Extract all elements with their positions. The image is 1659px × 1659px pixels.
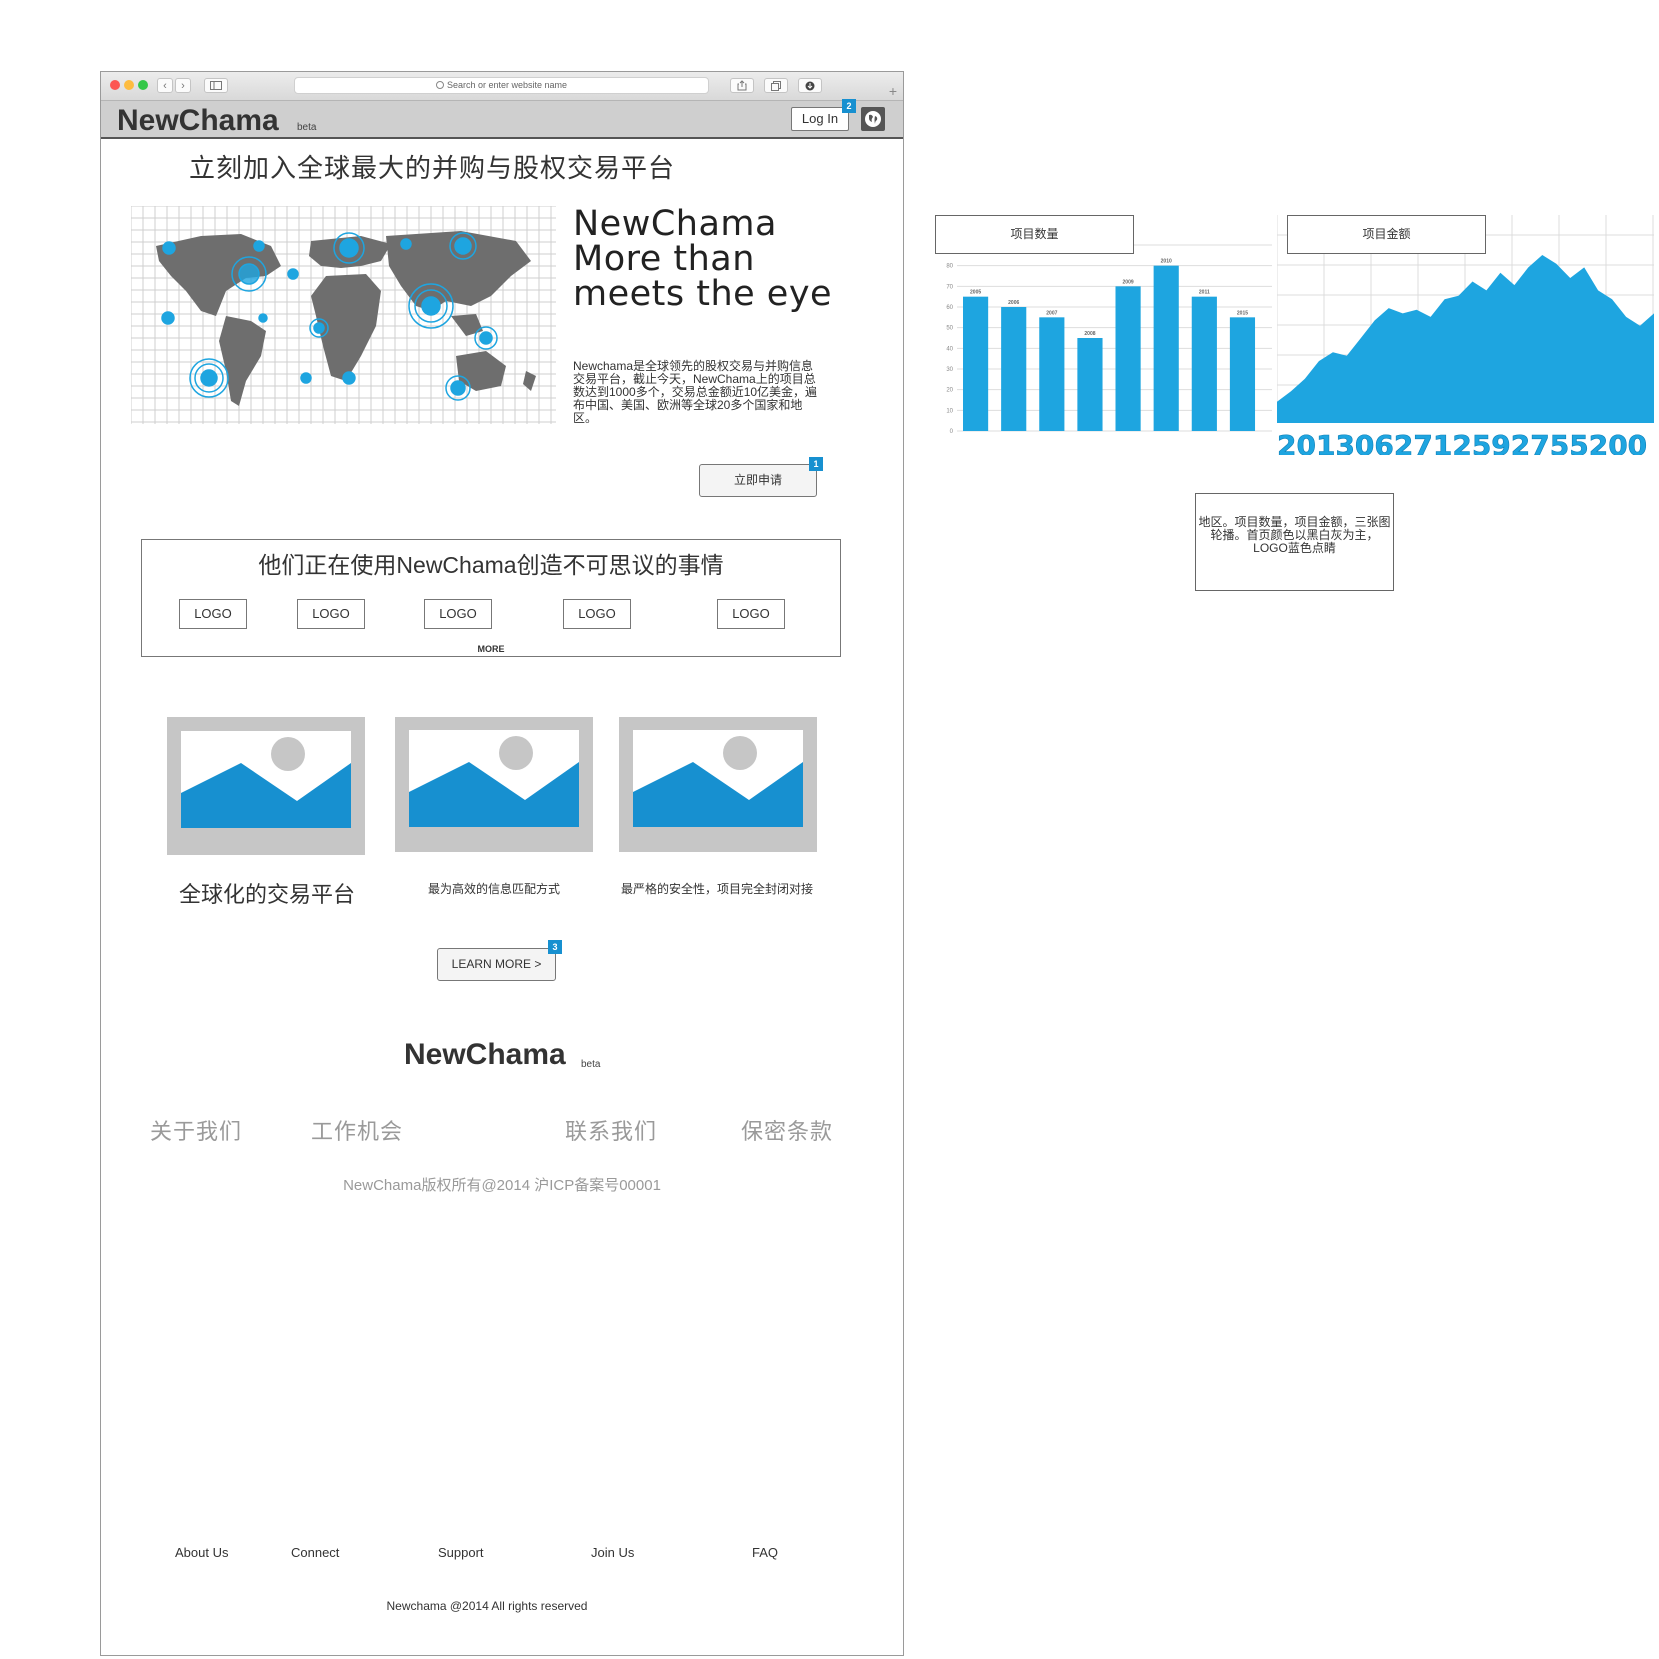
hero-headline: 立刻加入全球最大的并购与股权交易平台 bbox=[189, 153, 676, 183]
bar bbox=[1229, 317, 1256, 431]
bar bbox=[1191, 296, 1217, 431]
bar bbox=[1039, 317, 1065, 431]
login-button[interactable]: Log In bbox=[791, 107, 849, 131]
bar-category-label: 2011 bbox=[1199, 290, 1210, 296]
bar-category-label: 2009 bbox=[1123, 279, 1134, 285]
feature-image-placeholder bbox=[395, 717, 593, 852]
browser-window: ‹ › Search or enter website name + NewCh… bbox=[100, 71, 904, 1656]
learn-more-button[interactable]: LEARN MORE > bbox=[437, 948, 556, 981]
area-x-tick-labels: 2013062712592755200 bbox=[1277, 429, 1647, 455]
annotation-badge: 3 bbox=[548, 940, 562, 954]
feature-title: 最为高效的信息匹配方式 bbox=[427, 882, 560, 896]
partner-logo[interactable]: LOGO bbox=[424, 599, 492, 629]
bar bbox=[1001, 307, 1027, 431]
footer-link-faq[interactable]: FAQ bbox=[752, 1545, 779, 1560]
bar-y-tick-label: 70 bbox=[946, 284, 953, 290]
footer-link-connect[interactable]: Connect bbox=[291, 1545, 340, 1560]
feature-image-placeholder bbox=[619, 717, 817, 852]
footer-link-support[interactable]: Support bbox=[438, 1545, 484, 1560]
bar bbox=[1115, 286, 1141, 431]
beta-tag: beta bbox=[297, 122, 317, 133]
browser-toolbar: ‹ › Search or enter website name + bbox=[101, 72, 903, 101]
annotation-badge: 1 bbox=[809, 457, 823, 471]
sidebar-icon bbox=[210, 81, 222, 90]
bar bbox=[963, 296, 989, 431]
footer-link-contact[interactable]: 联系我们 bbox=[565, 1119, 658, 1144]
footer-copyright-cn: NewChama版权所有@2014 沪ICP备案号00001 bbox=[343, 1177, 661, 1194]
share-button[interactable] bbox=[730, 78, 754, 93]
slogan-line: More than bbox=[573, 239, 755, 279]
share-icon bbox=[737, 80, 747, 91]
slogan-line: NewChama bbox=[573, 204, 777, 244]
address-bar[interactable]: Search or enter website name bbox=[294, 77, 709, 94]
sidebar-toggle-button[interactable] bbox=[204, 78, 228, 93]
footer-link-join-us[interactable]: Join Us bbox=[591, 1545, 635, 1560]
bar bbox=[1077, 338, 1103, 431]
image-placeholder-icon bbox=[181, 737, 351, 828]
brand-logo[interactable]: NewChama bbox=[117, 104, 279, 137]
bar-y-tick-label: 80 bbox=[946, 264, 953, 270]
bar-y-tick-label: 20 bbox=[946, 388, 953, 394]
bar-category-label: 2007 bbox=[1046, 310, 1057, 316]
project-amount-area-chart: 2013062712592755200 bbox=[1277, 215, 1654, 455]
bar-category-label: 2010 bbox=[1161, 259, 1172, 265]
apply-now-button[interactable]: 立即申请 bbox=[699, 464, 817, 497]
partner-logo[interactable]: LOGO bbox=[179, 599, 247, 629]
intro-text: Newchama是全球领先的股权交易与并购信息交易平台，截止今天，NewCham… bbox=[573, 359, 818, 425]
project-amount-label: 项目金额 bbox=[1287, 215, 1486, 254]
footer-link-about-us[interactable]: About Us bbox=[175, 1545, 229, 1560]
bar-category-label: 2015 bbox=[1237, 310, 1248, 316]
tabs-button[interactable] bbox=[764, 78, 788, 93]
footer-copyright-en: Newchama @2014 All rights reserved bbox=[386, 1599, 588, 1613]
bar-category-label: 2008 bbox=[1084, 331, 1095, 337]
bar bbox=[1153, 265, 1179, 431]
forward-button[interactable]: › bbox=[175, 78, 191, 93]
bar-y-tick-label: 30 bbox=[946, 367, 953, 373]
footer-beta-tag: beta bbox=[581, 1059, 601, 1070]
partner-logo[interactable]: LOGO bbox=[563, 599, 631, 629]
search-icon bbox=[435, 81, 444, 89]
download-icon bbox=[805, 81, 815, 91]
feature-title: 最严格的安全性，项目完全封闭对接 bbox=[620, 882, 813, 896]
footer-link-about[interactable]: 关于我们 bbox=[150, 1119, 243, 1144]
bar-y-tick-label: 0 bbox=[950, 429, 954, 435]
partner-logo[interactable]: LOGO bbox=[297, 599, 365, 629]
project-count-bar-chart: 0102030405060708090 20052006200720082009… bbox=[946, 243, 1272, 435]
project-count-label: 项目数量 bbox=[935, 215, 1134, 254]
minimize-window-icon[interactable] bbox=[124, 80, 134, 90]
image-placeholder-icon bbox=[633, 736, 803, 827]
site-header: NewChama beta Log In 2 bbox=[101, 99, 903, 139]
bar-y-tick-label: 10 bbox=[946, 408, 953, 414]
footer-link-privacy[interactable]: 保密条款 bbox=[741, 1119, 834, 1144]
feature-title: 全球化的交易平台 bbox=[178, 882, 355, 907]
tabs-icon bbox=[771, 81, 781, 91]
language-button[interactable] bbox=[861, 107, 885, 131]
footer-link-jobs[interactable]: 工作机会 bbox=[311, 1119, 404, 1144]
new-tab-button[interactable]: + bbox=[888, 83, 898, 99]
downloads-button[interactable] bbox=[798, 78, 822, 93]
footer-brand: NewChama bbox=[404, 1038, 566, 1071]
address-placeholder: Search or enter website name bbox=[446, 80, 568, 90]
area-series bbox=[1277, 255, 1654, 423]
globe-icon bbox=[865, 111, 881, 127]
partners-section: 他们正在使用NewChama创造不可思议的事情 LOGO LOGO LOGO L… bbox=[141, 539, 841, 657]
back-button[interactable]: ‹ bbox=[157, 78, 173, 93]
partners-title: 他们正在使用NewChama创造不可思议的事情 bbox=[258, 552, 724, 578]
design-note: 地区。项目数量，项目金额，三张图轮播。首页颜色以黑白灰为主，LOGO蓝色点睛 bbox=[1195, 493, 1394, 591]
partner-logo[interactable]: LOGO bbox=[717, 599, 785, 629]
world-map-image bbox=[131, 206, 556, 424]
image-placeholder-icon bbox=[409, 736, 579, 827]
slogan-line: meets the eye bbox=[573, 274, 833, 314]
annotation-badge: 2 bbox=[842, 99, 856, 113]
bar-y-tick-label: 60 bbox=[946, 305, 953, 311]
bar-category-label: 2006 bbox=[1008, 300, 1019, 306]
bar-category-label: 2005 bbox=[970, 290, 981, 296]
bar-y-tick-label: 50 bbox=[946, 326, 953, 332]
feature-image-placeholder bbox=[167, 717, 365, 855]
more-link[interactable]: MORE bbox=[477, 644, 505, 654]
maximize-window-icon[interactable] bbox=[138, 80, 148, 90]
close-window-icon[interactable] bbox=[110, 80, 120, 90]
bar-y-tick-label: 40 bbox=[946, 346, 953, 352]
